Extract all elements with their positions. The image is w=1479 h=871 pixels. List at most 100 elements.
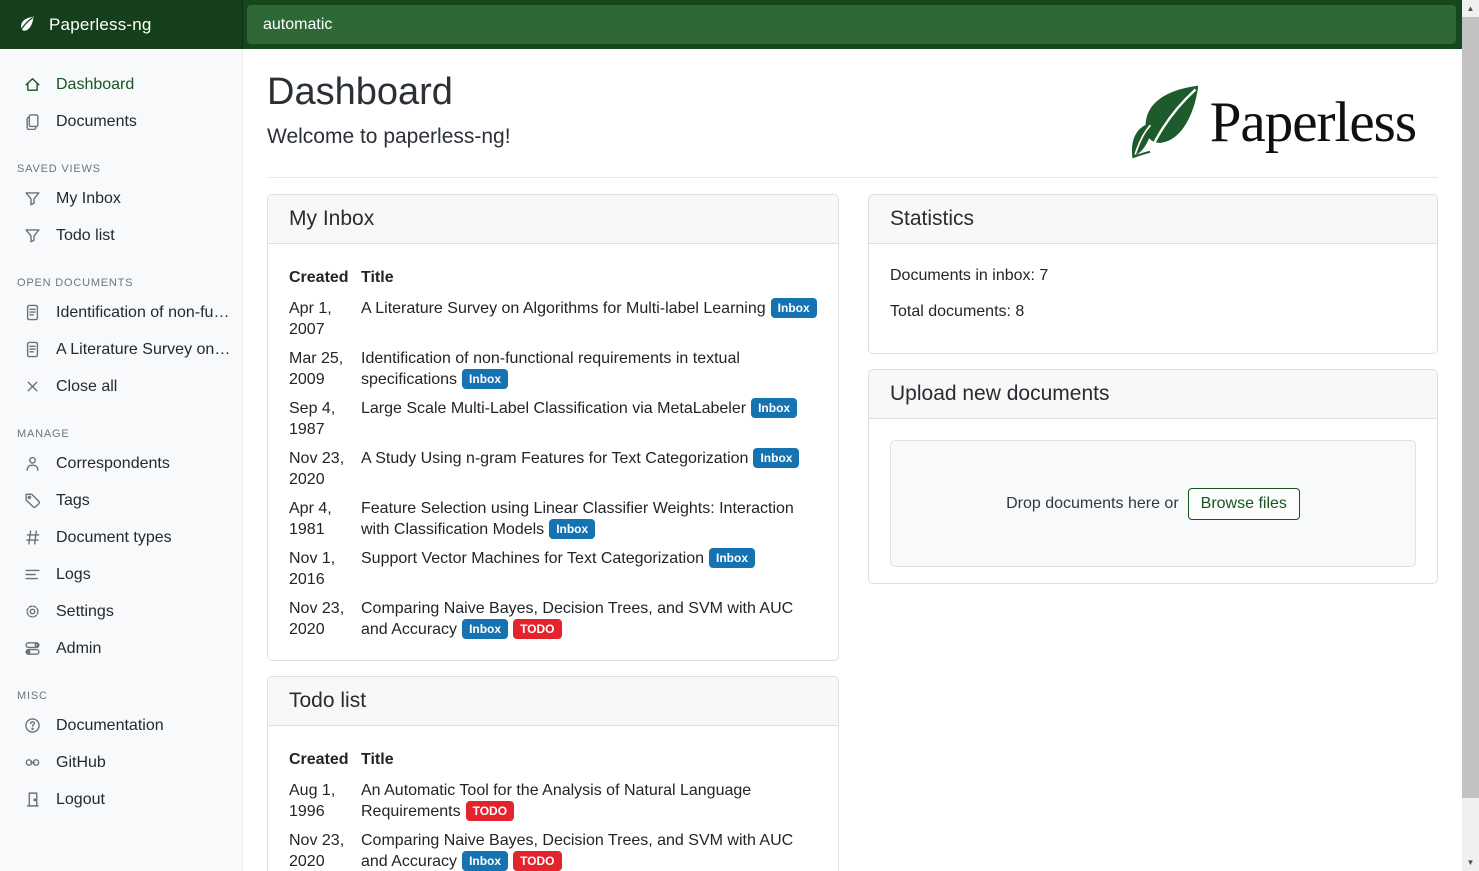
document-created-date: Apr 1, 2007 — [289, 300, 332, 338]
sidebar-item-github[interactable]: GitHub — [0, 744, 242, 781]
scrollbar-down-arrow[interactable]: ▼ — [1466, 858, 1475, 867]
sidebar-item-todo-list[interactable]: Todo list — [0, 217, 242, 254]
sidebar-item-close-all[interactable]: Close all — [0, 368, 242, 405]
page-title: Dashboard — [267, 71, 453, 113]
column-header: Title — [361, 751, 394, 768]
document-created-date: Nov 23, 2020 — [289, 600, 345, 638]
document-title-link[interactable]: Comparing Naive Bayes, Decision Trees, a… — [361, 832, 794, 870]
document-title-link[interactable]: Feature Selection using Linear Classifie… — [361, 500, 794, 538]
sidebar-item-document-types[interactable]: Document types — [0, 519, 242, 556]
files-icon — [24, 113, 41, 130]
table-header-row: Created Title — [289, 747, 817, 776]
todo-tag[interactable]: TODO — [513, 851, 562, 871]
sidebar-item-documents[interactable]: Documents — [0, 103, 242, 140]
app-brand[interactable]: Paperless-ng — [0, 0, 243, 49]
link-icon — [24, 754, 41, 771]
scrollbar-thumb[interactable] — [1462, 17, 1479, 798]
my-inbox-card-title: My Inbox — [268, 195, 838, 244]
upload-card-title: Upload new documents — [869, 370, 1437, 419]
sidebar-item-identification-of-non-functio[interactable]: Identification of non-functio… — [0, 294, 242, 331]
document-title-link[interactable]: Large Scale Multi-Label Classification v… — [361, 400, 747, 417]
column-header: Title — [361, 269, 394, 286]
funnel-icon — [24, 190, 41, 207]
document-title-link[interactable]: Support Vector Machines for Text Categor… — [361, 550, 704, 567]
todo-tag[interactable]: TODO — [513, 619, 562, 639]
sidebar-item-logout[interactable]: Logout — [0, 781, 242, 818]
sidebar-item-tags[interactable]: Tags — [0, 482, 242, 519]
stat-documents-in-inbox: Documents in inbox: 7 — [890, 267, 1049, 284]
document-title-link[interactable]: Comparing Naive Bayes, Decision Trees, a… — [361, 600, 794, 638]
question-circle-icon — [24, 717, 41, 734]
sidebar-item-label: Correspondents — [56, 454, 170, 472]
sidebar-item-correspondents[interactable]: Correspondents — [0, 445, 242, 482]
my-inbox-card: My Inbox Created Title Apr 1, 2007 A Litera… — [267, 194, 839, 661]
my-inbox-table: Created Title Apr 1, 2007 A Literature Surv… — [268, 244, 838, 660]
document-created-date: Nov 23, 2020 — [289, 832, 345, 870]
file-text-icon — [24, 341, 41, 358]
top-navbar: Paperless-ng — [0, 0, 1462, 49]
sidebar-section-label: OPEN DOCUMENTS — [17, 277, 134, 289]
sidebar-item-documentation[interactable]: Documentation — [0, 707, 242, 744]
todo-card: Todo list Created Title Aug 1, 1996 An Auto… — [267, 676, 839, 871]
inbox-tag[interactable]: Inbox — [462, 369, 509, 389]
file-text-icon — [24, 304, 41, 321]
document-created-date: Apr 4, 1981 — [289, 500, 332, 538]
inbox-tag[interactable]: Inbox — [751, 398, 798, 418]
search-input[interactable] — [247, 5, 1456, 44]
column-header: Created — [289, 751, 349, 768]
sidebar-item-label: GitHub — [56, 753, 106, 771]
hash-icon — [24, 529, 41, 546]
sidebar-item-label: Admin — [56, 639, 102, 657]
statistics-card-title: Statistics — [869, 195, 1437, 244]
tag-icon — [24, 492, 41, 509]
sidebar-section-label: MANAGE — [17, 428, 70, 440]
todo-card-title: Todo list — [268, 677, 838, 726]
sidebar-item-label: Dashboard — [56, 75, 135, 93]
sidebar-item-logs[interactable]: Logs — [0, 556, 242, 593]
table-row: Nov 23, 2020 Comparing Naive Bayes, Decis… — [289, 594, 817, 644]
sidebar-item-label: Tags — [56, 491, 90, 509]
inbox-tag[interactable]: Inbox — [753, 448, 800, 468]
document-title-link[interactable]: A Literature Survey on Algorithms for Mu… — [361, 300, 766, 317]
browse-files-button[interactable]: Browse files — [1187, 487, 1300, 520]
sidebar-item-admin[interactable]: Admin — [0, 630, 242, 667]
inbox-tag[interactable]: Inbox — [709, 548, 755, 568]
document-created-date: Aug 1, 1996 — [289, 782, 336, 820]
x-icon — [24, 378, 41, 395]
scrollbar-up-arrow[interactable]: ▲ — [1466, 4, 1475, 13]
document-created-date: Mar 25, 2009 — [289, 350, 344, 388]
inbox-tag[interactable]: Inbox — [770, 298, 817, 318]
document-title-link[interactable]: A Study Using n-gram Features for Text C… — [361, 450, 749, 467]
document-title-link[interactable]: Identification of non-functional require… — [361, 350, 740, 388]
sidebar-item-label: Todo list — [56, 226, 115, 244]
inbox-tag[interactable]: Inbox — [462, 851, 509, 871]
table-row: Sep 4, 1987 Large Scale Multi-Label Class… — [289, 394, 817, 444]
sidebar-item-dashboard[interactable]: Dashboard — [0, 66, 242, 103]
brand-name: Paperless-ng — [49, 14, 152, 34]
sidebar-item-label: Document types — [56, 528, 172, 546]
inbox-tag[interactable]: Inbox — [549, 519, 596, 539]
funnel-icon — [24, 227, 41, 244]
column-header: Created — [289, 269, 349, 286]
stat-total-documents: Total documents: 8 — [890, 303, 1025, 320]
sidebar-item-label: My Inbox — [56, 189, 121, 207]
sidebar-item-a-literature-survey-on-algori[interactable]: A Literature Survey on Algori… — [0, 331, 242, 368]
logo-leaf-icon — [1131, 85, 1199, 159]
sidebar-section-label: MISC — [17, 690, 48, 702]
document-title-link[interactable]: An Automatic Tool for the Analysis of Na… — [361, 782, 752, 820]
sidebar-item-my-inbox[interactable]: My Inbox — [0, 180, 242, 217]
sidebar-item-label: Settings — [56, 602, 114, 620]
sidebar-section-label: SAVED VIEWS — [17, 163, 101, 175]
table-row: Nov 23, 2020 Comparing Naive Bayes, Decis… — [289, 826, 817, 871]
leaf-icon — [18, 16, 34, 33]
sidebar-item-settings[interactable]: Settings — [0, 593, 242, 630]
sidebar-item-label: Close all — [56, 377, 118, 395]
paperless-logo: Paperless — [1124, 84, 1417, 160]
sidebar-item-label: Documents — [56, 112, 137, 130]
navbar-search-area — [243, 0, 1462, 49]
inbox-tag[interactable]: Inbox — [462, 619, 509, 639]
todo-tag[interactable]: TODO — [465, 801, 515, 821]
sidebar-item-label: Identification of non-functio… — [56, 303, 232, 321]
upload-dropzone[interactable]: Drop documents here or Browse files — [890, 440, 1416, 567]
table-row: Mar 25, 2009 Identification of non-functi… — [289, 344, 817, 394]
